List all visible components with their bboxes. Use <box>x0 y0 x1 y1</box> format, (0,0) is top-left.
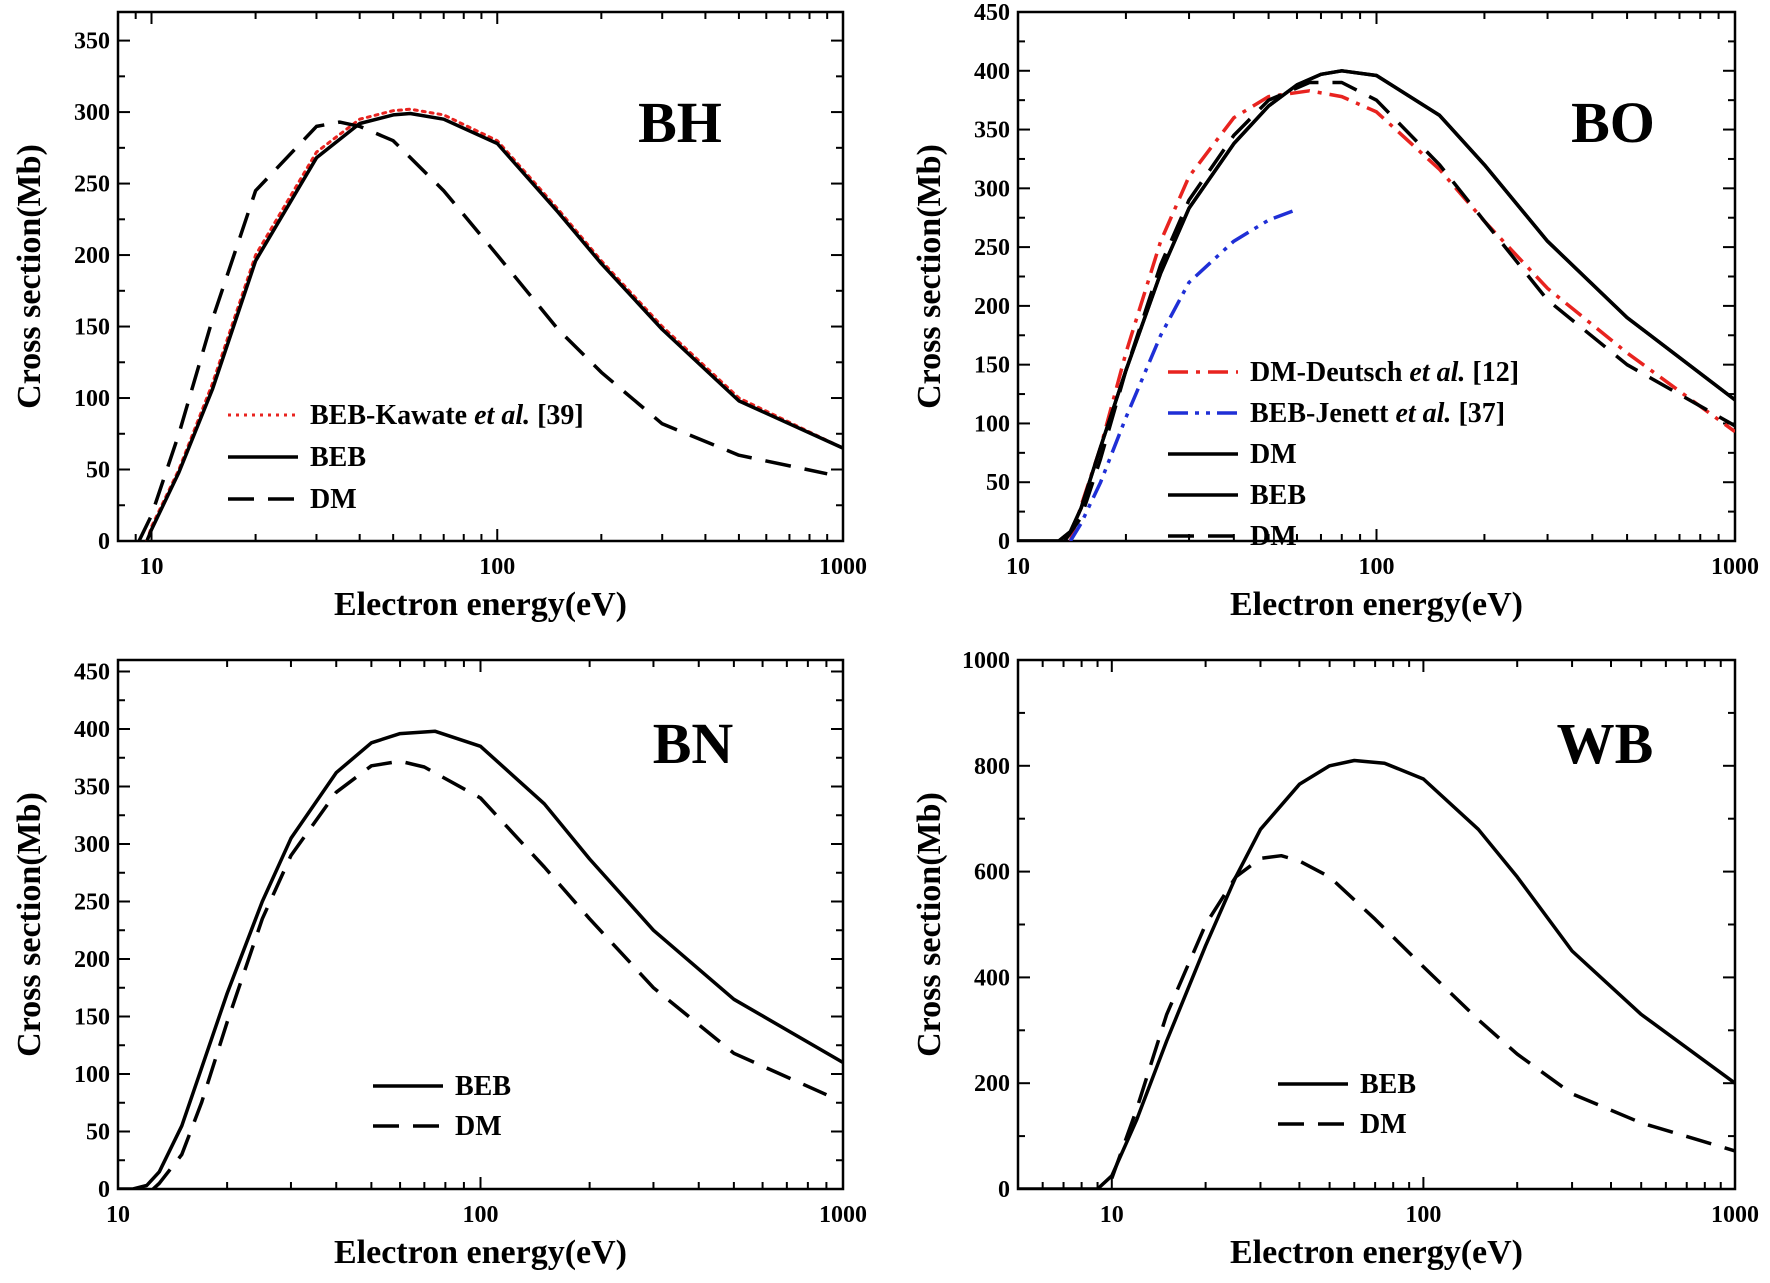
y-tick-label: 300 <box>74 832 110 858</box>
legend-label: DM <box>455 1111 502 1142</box>
legend-label: BEB <box>1250 480 1306 511</box>
y-tick-label: 450 <box>74 660 110 686</box>
y-tick-label: 200 <box>74 243 110 269</box>
panel-title: BH <box>638 90 722 155</box>
y-tick-label: 400 <box>974 965 1010 991</box>
y-tick-label: 100 <box>74 1062 110 1088</box>
series-line-dm-deutsch-et-al-12 <box>1068 89 1735 541</box>
x-tick-label: 1000 <box>819 1202 867 1228</box>
x-tick-label: 10 <box>140 554 164 580</box>
y-tick-label: 300 <box>74 100 110 126</box>
y-tick-label: 300 <box>974 176 1010 202</box>
y-tick-label: 150 <box>74 1005 110 1031</box>
y-tick-label: 200 <box>974 294 1010 320</box>
y-tick-label: 250 <box>74 890 110 916</box>
panel-title: BN <box>653 711 734 776</box>
x-tick-label: 10 <box>1100 1202 1124 1228</box>
y-tick-label: 400 <box>74 717 110 743</box>
series-line-beb <box>145 111 843 541</box>
legend: BEB DM <box>373 1071 511 1142</box>
legend-label: DM <box>1250 521 1297 552</box>
y-tick-label: 100 <box>74 386 110 412</box>
legend-label: DM <box>310 484 357 515</box>
x-tick-label: 1000 <box>1711 1202 1759 1228</box>
y-tick-label: 0 <box>998 529 1010 555</box>
y-tick-label: 50 <box>86 458 110 484</box>
y-axis-label: Cross section(Mb) <box>11 144 48 409</box>
x-axis-label: Electron energy(eV) <box>334 586 627 623</box>
y-tick-label: 150 <box>974 353 1010 379</box>
y-tick-label: 50 <box>86 1120 110 1146</box>
series-line-dm <box>137 120 828 541</box>
y-tick-label: 50 <box>986 470 1010 496</box>
legend-label: BEB <box>455 1071 511 1102</box>
x-axis-label: Electron energy(eV) <box>334 1234 627 1271</box>
y-tick-label: 800 <box>974 754 1010 780</box>
x-tick-label: 1000 <box>819 554 867 580</box>
panel-title: BO <box>1571 90 1655 155</box>
y-tick-label: 400 <box>974 59 1010 85</box>
y-tick-label: 200 <box>974 1071 1010 1097</box>
legend-label: BEB <box>1360 1069 1416 1100</box>
chart-panel-bn: 10 100 1000 0 50 100 150 200 250 300 350 400 450 Elec… <box>11 658 867 1271</box>
y-tick-label: 450 <box>974 0 1010 26</box>
x-tick-label: 1000 <box>1711 554 1759 580</box>
chart-panel-wb: 10 100 1000 0 200 400 600 800 1000 Electron energ… <box>911 648 1759 1271</box>
x-tick-label: 10 <box>1006 554 1030 580</box>
x-tick-label: 10 <box>106 1202 130 1228</box>
y-tick-label: 0 <box>98 1177 110 1203</box>
y-tick-label: 350 <box>974 118 1010 144</box>
y-tick-label: 200 <box>74 947 110 973</box>
y-axis-label: Cross section(Mb) <box>11 792 48 1057</box>
plot-frame <box>116 658 845 1191</box>
legend-label: DM <box>1250 439 1297 470</box>
chart-panel-bh: 10 100 1000 0 50 100 150 200 250 300 350 Electron e… <box>11 10 867 623</box>
x-tick-label: 100 <box>479 554 515 580</box>
y-tick-label: 350 <box>74 775 110 801</box>
legend-label: BEB <box>310 442 366 473</box>
x-tick-label: 100 <box>1359 554 1395 580</box>
y-axis-label: Cross section(Mb) <box>911 792 948 1057</box>
series-line-beb-jenett-et-al-37 <box>1068 207 1298 541</box>
legend: DM-Deutsch et al. [12] BEB-Jenett et al. … <box>1168 357 1519 552</box>
y-axis-label: Cross section(Mb) <box>911 144 948 409</box>
y-tick-label: 1000 <box>962 648 1010 674</box>
series-line-beb-kawate-et-al-39 <box>145 107 843 541</box>
series-line-dm <box>1063 80 1735 541</box>
series-line-dm <box>1110 853 1735 1179</box>
x-axis-label: Electron energy(eV) <box>1230 586 1523 623</box>
y-tick-label: 350 <box>74 29 110 55</box>
y-tick-label: 150 <box>74 315 110 341</box>
legend-label: BEB-Jenett et al. [37] <box>1250 398 1505 429</box>
series-line-beb <box>118 729 843 1189</box>
y-tick-label: 100 <box>974 411 1010 437</box>
y-tick-label: 0 <box>998 1177 1010 1203</box>
x-tick-label: 100 <box>463 1202 499 1228</box>
x-tick-label: 100 <box>1405 1202 1441 1228</box>
chart-panel-bo: 10 100 1000 0 50 100 150 200 250 300 350 400 450 Elec… <box>911 0 1759 623</box>
y-tick-label: 0 <box>98 529 110 555</box>
y-tick-label: 250 <box>974 235 1010 261</box>
legend-label: DM-Deutsch et al. [12] <box>1250 357 1519 388</box>
series-line-dm <box>151 759 828 1189</box>
legend-label: BEB-Kawate et al. [39] <box>310 400 584 431</box>
y-tick-label: 250 <box>74 172 110 198</box>
legend-label: DM <box>1360 1109 1407 1140</box>
y-tick-label: 600 <box>974 860 1010 886</box>
panel-title: WB <box>1557 711 1654 776</box>
plot-frame <box>116 10 845 543</box>
legend: BEB-Kawate et al. [39] BEB DM <box>228 400 584 515</box>
legend: BEB DM <box>1278 1069 1416 1140</box>
x-axis-label: Electron energy(eV) <box>1230 1234 1523 1271</box>
